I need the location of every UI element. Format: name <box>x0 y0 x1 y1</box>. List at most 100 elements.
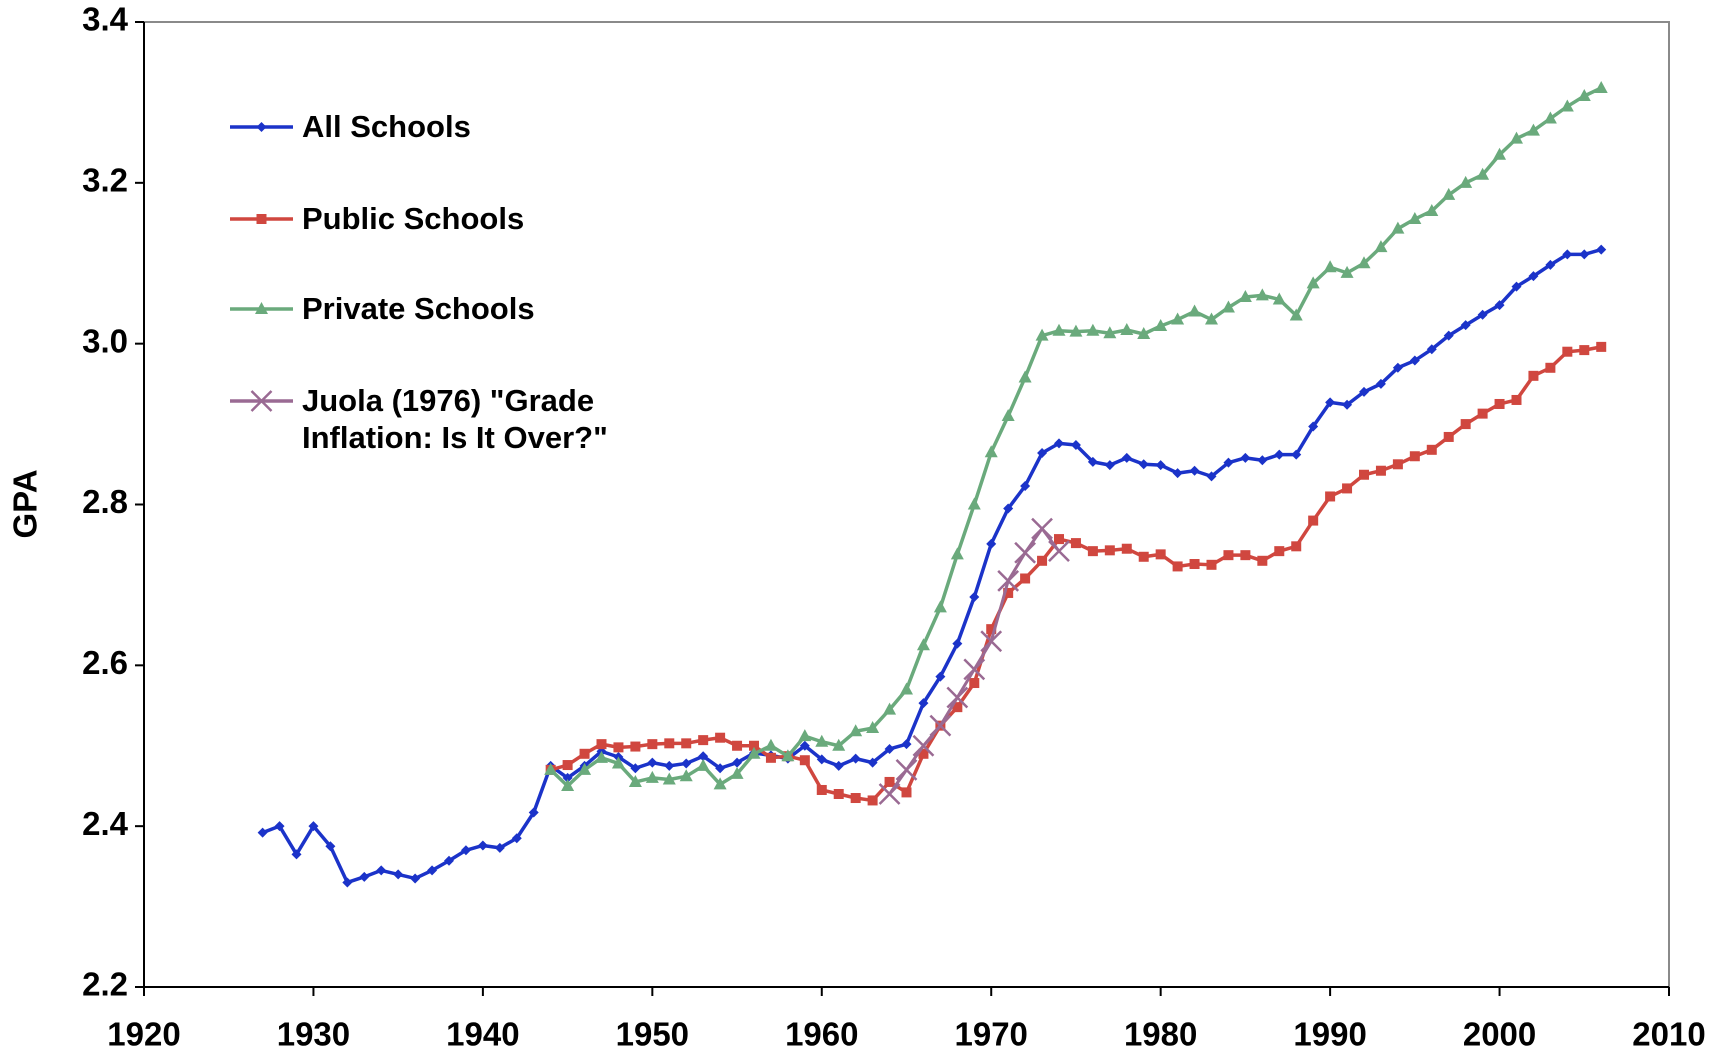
marker <box>257 827 268 838</box>
marker <box>1104 545 1115 556</box>
marker <box>781 749 795 762</box>
marker <box>867 757 878 768</box>
marker <box>494 842 505 853</box>
marker <box>528 807 539 818</box>
marker <box>359 871 370 882</box>
marker <box>933 600 947 613</box>
marker <box>562 772 573 783</box>
marker <box>1018 370 1032 383</box>
marker <box>799 755 810 766</box>
legend-label: Juola (1976) "Grade Inflation: Is It Ove… <box>302 383 608 455</box>
marker <box>1426 344 1437 355</box>
marker <box>1104 460 1115 471</box>
marker <box>1562 346 1573 357</box>
marker <box>1392 362 1403 373</box>
marker <box>850 793 861 804</box>
marker <box>832 738 846 751</box>
marker <box>647 739 658 750</box>
marker <box>645 770 659 783</box>
marker <box>1003 587 1014 598</box>
marker <box>1172 561 1183 572</box>
marker <box>1308 421 1319 432</box>
marker <box>833 789 844 799</box>
marker <box>883 702 897 715</box>
marker <box>579 748 590 759</box>
marker <box>1003 503 1014 514</box>
marker <box>1308 515 1319 526</box>
marker <box>1494 398 1505 409</box>
marker <box>1526 123 1540 136</box>
marker <box>1545 362 1556 373</box>
marker <box>1425 203 1439 216</box>
marker <box>376 865 387 876</box>
marker <box>250 390 273 412</box>
marker <box>1206 471 1217 482</box>
x-tick-label: 2000 <box>1463 1016 1536 1053</box>
marker <box>950 547 964 560</box>
marker <box>256 214 267 224</box>
marker <box>1443 330 1454 341</box>
marker <box>562 760 573 771</box>
marker <box>1460 320 1471 331</box>
y-tick-label: 2.2 <box>82 966 128 1003</box>
marker <box>1223 457 1234 468</box>
marker <box>1359 386 1369 397</box>
marker <box>647 757 658 768</box>
marker <box>1069 324 1083 337</box>
plot-frame <box>143 21 1670 988</box>
marker <box>1087 546 1098 557</box>
marker <box>884 743 895 754</box>
marker <box>1255 288 1269 301</box>
marker <box>1014 541 1036 564</box>
marker <box>1562 249 1573 260</box>
marker <box>664 738 675 749</box>
marker <box>1510 131 1523 144</box>
marker <box>1020 481 1031 492</box>
marker <box>342 877 353 888</box>
marker <box>986 624 997 635</box>
marker <box>866 721 880 734</box>
marker <box>1154 318 1168 331</box>
marker <box>1070 538 1081 549</box>
marker <box>1511 394 1522 405</box>
marker <box>1408 212 1422 225</box>
marker <box>1189 465 1200 476</box>
marker <box>849 724 863 737</box>
marker <box>1359 469 1369 480</box>
marker <box>544 762 558 775</box>
marker <box>681 738 692 749</box>
marker <box>1188 304 1202 317</box>
marker <box>1120 322 1134 335</box>
marker <box>1543 111 1557 124</box>
marker <box>444 855 454 866</box>
marker <box>764 738 778 751</box>
marker <box>1221 300 1235 313</box>
marker <box>460 845 471 856</box>
x-tick-label: 1970 <box>955 1016 1028 1053</box>
marker <box>1342 399 1353 410</box>
marker <box>1291 449 1302 460</box>
marker <box>916 638 930 651</box>
y-tick-label: 3.2 <box>82 162 128 199</box>
marker <box>884 776 895 787</box>
marker <box>1579 345 1590 356</box>
marker <box>1493 147 1507 160</box>
y-tick-label: 2.8 <box>82 483 128 520</box>
y-tick-label: 3.0 <box>82 322 128 359</box>
marker <box>1325 397 1336 408</box>
marker <box>901 787 912 798</box>
series-markers <box>257 244 1607 888</box>
marker <box>1409 451 1420 462</box>
legend-label: All Schools <box>302 109 471 144</box>
marker <box>1560 99 1574 112</box>
marker <box>1086 323 1100 336</box>
marker <box>1392 459 1403 470</box>
marker <box>1274 449 1285 460</box>
marker <box>1121 452 1132 463</box>
marker <box>967 497 981 510</box>
marker <box>816 784 827 795</box>
marker <box>1155 460 1166 471</box>
marker <box>1340 265 1354 278</box>
